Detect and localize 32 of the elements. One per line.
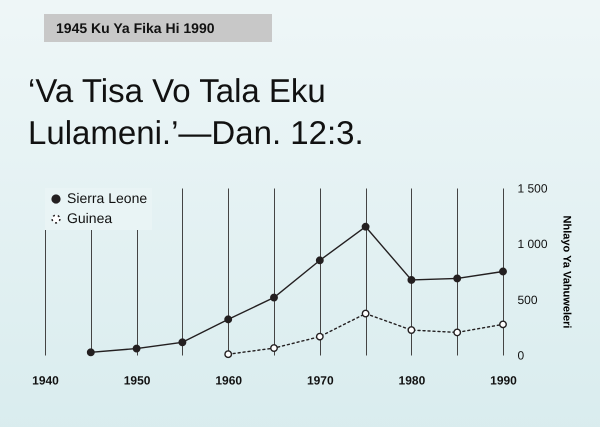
x-tick-label: 1970 xyxy=(306,374,334,388)
x-tick-label: 1950 xyxy=(124,374,151,388)
y-axis-title: Nhlayo Ya Vahuweleri xyxy=(560,216,573,328)
point xyxy=(270,294,278,302)
y-tick-label: 1 500 xyxy=(518,182,548,196)
chart-title: ‘Va Tisa Vo Tala Eku Lulameni.’—Dan. 12:3. xyxy=(28,71,365,153)
point xyxy=(362,310,370,318)
legend-label: Guinea xyxy=(67,210,112,226)
y-tick-label: 0 xyxy=(518,348,524,362)
point xyxy=(453,328,462,336)
point xyxy=(499,268,507,276)
point xyxy=(362,222,370,231)
point xyxy=(407,326,416,334)
point xyxy=(224,350,232,358)
point xyxy=(132,344,141,352)
y-tick-label: 1 000 xyxy=(518,237,548,252)
point xyxy=(178,338,186,346)
point xyxy=(270,344,278,352)
chart-subtitle: 1945 Ku Ya Fika Hi 1990 xyxy=(44,14,272,42)
point xyxy=(453,274,462,282)
x-tick-label: 1980 xyxy=(398,374,426,388)
point xyxy=(407,276,416,284)
point xyxy=(224,315,232,324)
y-tick-label: 500 xyxy=(518,292,538,307)
x-tick-label: 1960 xyxy=(215,374,242,388)
point xyxy=(499,320,507,328)
point xyxy=(86,348,95,356)
point xyxy=(316,256,324,264)
x-tick-label: 1940 xyxy=(32,374,60,388)
legend-label: Sierra Leone xyxy=(67,190,148,206)
point xyxy=(316,332,324,341)
x-tick-label: 1990 xyxy=(490,374,518,388)
